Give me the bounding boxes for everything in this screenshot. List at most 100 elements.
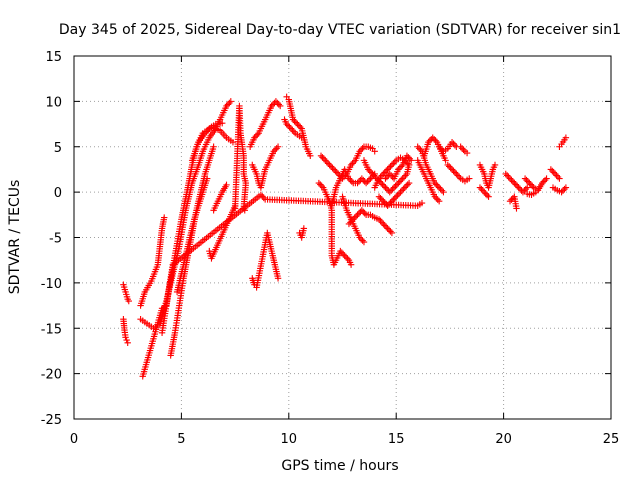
data-point (329, 164, 336, 172)
grid-lines (74, 56, 611, 419)
data-point (356, 148, 363, 155)
data-point (381, 222, 388, 229)
data-point (319, 154, 326, 161)
data-point (397, 188, 404, 196)
data-point (344, 255, 351, 262)
data-point (514, 182, 521, 190)
data-point (284, 122, 292, 129)
data-point (511, 179, 518, 187)
data-point (398, 163, 405, 170)
data-point (448, 139, 456, 146)
data-point (377, 217, 384, 225)
data-point (388, 161, 396, 169)
data-point (286, 123, 293, 131)
data-point (554, 173, 562, 181)
data-point (317, 152, 325, 160)
data-point (549, 167, 556, 175)
data-point (433, 194, 440, 202)
data-point (161, 214, 168, 221)
data-point (387, 172, 395, 179)
data-point (354, 211, 361, 219)
data-point (378, 219, 386, 226)
data-point (433, 181, 440, 188)
data-point (360, 208, 367, 215)
data-point (298, 134, 305, 141)
x-tick-labels: 0 5 10 15 20 25 (70, 432, 619, 447)
data-point (440, 188, 447, 196)
y-tick-label: -5 (49, 232, 62, 247)
data-point (485, 193, 492, 200)
data-point (291, 117, 298, 125)
data-point (532, 188, 540, 196)
data-point (401, 184, 408, 191)
data-point (396, 164, 403, 172)
data-point (318, 182, 325, 190)
data-point (431, 193, 439, 200)
data-point (383, 173, 391, 181)
data-point (219, 119, 226, 127)
data-point (327, 163, 335, 170)
data-point (402, 172, 409, 179)
data-point (320, 155, 328, 163)
chart-title: Day 345 of 2025, Sidereal Day-to-day VTE… (59, 22, 621, 38)
data-point (478, 185, 485, 193)
data-point (502, 170, 509, 178)
data-point (476, 184, 484, 191)
data-point (400, 173, 408, 181)
data-point (337, 247, 344, 255)
data-point (357, 235, 365, 243)
data-point (508, 196, 515, 203)
data-point (390, 184, 398, 191)
data-point (434, 182, 441, 190)
data-point (389, 185, 396, 193)
data-point (403, 152, 411, 160)
data-point (289, 126, 296, 134)
data-point (383, 185, 391, 193)
x-tick-label: 10 (281, 432, 298, 447)
data-point (398, 176, 405, 184)
data-point (227, 98, 235, 105)
data-point (392, 182, 399, 190)
x-tick-label: 15 (388, 432, 405, 447)
x-axis-label: GPS time / hours (281, 458, 398, 474)
data-point (224, 101, 232, 108)
data-point (451, 142, 459, 149)
data-point (437, 185, 444, 193)
data-point (367, 169, 375, 176)
data-point (395, 190, 403, 197)
y-axis-label: SDTVAR / TECUs (7, 180, 23, 295)
data-point (543, 175, 550, 182)
data-point (268, 102, 275, 110)
data-point (519, 188, 527, 196)
data-point (429, 134, 436, 141)
data-point (357, 146, 365, 153)
data-point (400, 185, 407, 193)
data-point (122, 334, 129, 341)
data-point (379, 181, 386, 188)
y-tick-label: 5 (54, 141, 62, 156)
data-point (483, 191, 491, 199)
data-point (251, 134, 258, 141)
x-tick-label: 25 (603, 432, 620, 447)
data-point (381, 169, 388, 176)
data-point (123, 336, 130, 344)
data-point (456, 173, 463, 181)
data-point (385, 164, 393, 172)
data-point (521, 187, 528, 194)
data-point (369, 170, 376, 178)
data-point (479, 187, 487, 194)
data-point (393, 193, 400, 200)
x-tick-label: 20 (495, 432, 512, 447)
data-point (330, 166, 338, 173)
data-point (269, 101, 277, 108)
data-point (289, 116, 297, 123)
data-point (283, 120, 290, 128)
data-point (342, 253, 350, 261)
data-point (347, 161, 355, 169)
data-point (395, 179, 402, 187)
data-point (415, 145, 423, 152)
data-point (375, 175, 383, 182)
data-point (386, 170, 393, 178)
data-point (370, 172, 378, 179)
data-point (404, 160, 411, 167)
